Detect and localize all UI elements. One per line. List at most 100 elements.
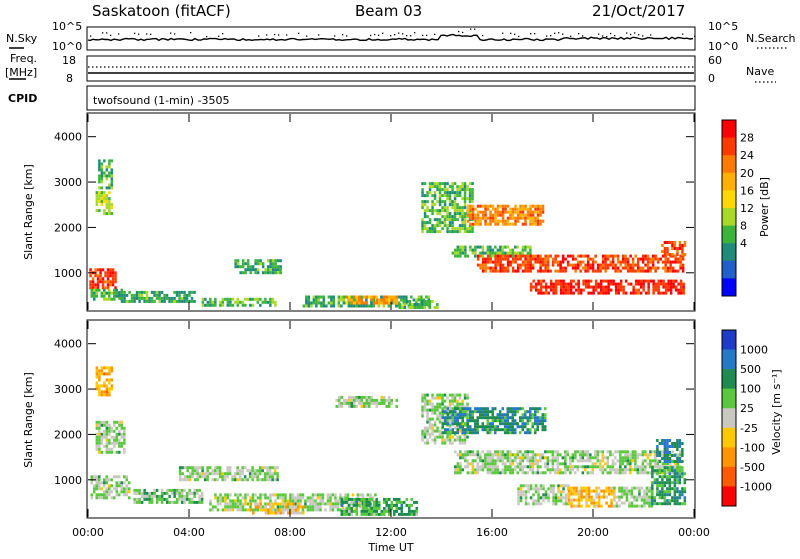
heatmap-cell (426, 221, 429, 225)
heatmap-cell (589, 453, 592, 457)
heatmap-cell (241, 508, 245, 512)
heatmap-cell (504, 465, 507, 469)
heatmap-cell (317, 301, 321, 305)
heatmap-cell (509, 248, 512, 252)
heatmap-cell (103, 194, 106, 198)
nsearch-dot (502, 32, 504, 34)
heatmap-cell (441, 194, 444, 198)
heatmap-cell (501, 219, 505, 223)
heatmap-cell (284, 508, 287, 512)
heatmap-cell (577, 501, 581, 505)
heatmap-cell (566, 254, 570, 258)
heatmap-cell (546, 450, 550, 454)
heatmap-cell (602, 279, 605, 283)
heatmap-cell (380, 298, 384, 302)
heatmap-cell (654, 288, 658, 292)
heatmap-cell (355, 295, 359, 299)
heatmap-cell (443, 215, 447, 219)
heatmap-cell (115, 487, 118, 491)
heatmap-cell (571, 266, 575, 270)
heatmap-cell (564, 453, 567, 457)
heatmap-cell (619, 285, 623, 289)
heatmap-cell (630, 489, 634, 493)
heatmap-cell (436, 200, 439, 204)
heatmap-cell (436, 303, 439, 306)
nsky-label: N.Sky (6, 32, 38, 45)
heatmap-cell (183, 497, 186, 501)
heatmap-cell (663, 499, 667, 503)
heatmap-cell (656, 454, 659, 457)
heatmap-cell (641, 453, 645, 457)
heatmap-cell (544, 413, 547, 417)
heatmap-cell (652, 291, 655, 295)
heatmap-cell (586, 450, 590, 454)
heatmap-cell (443, 441, 447, 445)
colorbar-swatch (722, 330, 736, 350)
heatmap-cell (671, 450, 675, 454)
heatmap-cell (99, 274, 102, 278)
heatmap-cell (103, 209, 106, 213)
heatmap-cell (348, 512, 351, 516)
heatmap-cell (436, 396, 439, 400)
heatmap-cell (531, 213, 535, 217)
heatmap-cell (103, 484, 106, 488)
heatmap-cell (383, 395, 386, 399)
heatmap-cell (594, 456, 597, 460)
heatmap-cell (642, 279, 645, 283)
heatmap-cell (534, 428, 537, 432)
heatmap-cell (522, 490, 525, 494)
heatmap-cell (572, 486, 576, 490)
heatmap-cell (286, 499, 290, 503)
heatmap-cell (289, 511, 293, 515)
heatmap-cell (614, 269, 617, 273)
heatmap-cell (539, 269, 542, 273)
nsearch-dot (470, 28, 472, 30)
heatmap-cell (145, 293, 149, 297)
heatmap-cell (188, 500, 191, 504)
heatmap-cell (451, 393, 454, 397)
heatmap-cell (481, 410, 484, 414)
heatmap-cell (105, 177, 109, 181)
colorbar-tick-label: -500 (740, 461, 765, 474)
heatmap-cell (514, 465, 517, 469)
heatmap-cell (234, 265, 237, 269)
heatmap-cell (360, 398, 363, 402)
heatmap-cell (253, 472, 257, 476)
heatmap-cell (426, 191, 429, 195)
heatmap-cell (108, 381, 111, 385)
heatmap-cell (511, 207, 515, 211)
heatmap-cell (105, 393, 109, 397)
heatmap-cell (531, 453, 535, 457)
heatmap-cell (643, 495, 646, 499)
heatmap-cell (644, 269, 647, 273)
heatmap-cell (649, 266, 652, 270)
nsearch-dot (334, 35, 336, 37)
heatmap-cell (229, 508, 232, 512)
heatmap-cell (105, 203, 109, 207)
heatmap-cell (96, 268, 100, 272)
heatmap-cell (133, 488, 136, 492)
heatmap-cell (529, 496, 533, 500)
heatmap-cell (448, 218, 452, 222)
heatmap-cell (383, 500, 386, 504)
heatmap-cell (536, 269, 540, 273)
heatmap-cell (178, 491, 181, 495)
heatmap-cell (626, 257, 630, 261)
heatmap-cell (363, 497, 366, 501)
heatmap-cell (259, 502, 263, 506)
heatmap-cell (258, 469, 262, 473)
heatmap-cell (448, 399, 452, 403)
heatmap-cell (577, 489, 581, 493)
heatmap-cell (673, 445, 677, 448)
heatmap-cell (579, 453, 582, 457)
heatmap-cell (459, 422, 462, 426)
heatmap-cell (661, 442, 664, 445)
heatmap-cell (631, 468, 635, 472)
heatmap-cell (499, 213, 502, 217)
heatmap-cell (666, 466, 669, 470)
heatmap-cell (499, 254, 502, 258)
heatmap-cell (605, 489, 608, 493)
heatmap-cell (346, 493, 350, 497)
heatmap-cell (673, 484, 677, 488)
nsearch-dot (578, 33, 580, 35)
